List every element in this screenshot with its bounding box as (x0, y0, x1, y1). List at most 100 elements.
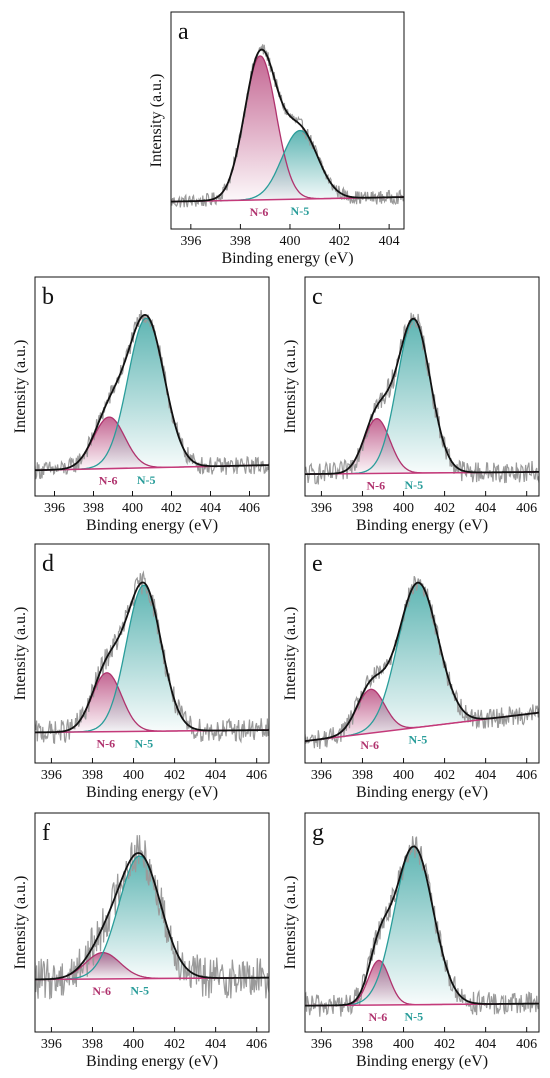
raw-spectrum-line (305, 312, 539, 485)
plot-area (305, 312, 539, 485)
panel-f: 396 398 400 402 404 406 Binding energy (eV) Int… (12, 812, 270, 1070)
envelope-fit-line (305, 845, 539, 1007)
x-tick-label: 406 (516, 768, 537, 783)
panel-letter: e (312, 551, 323, 577)
x-tick-label: 406 (239, 501, 260, 516)
x-tick-label: 398 (352, 501, 373, 516)
plot-frame (170, 11, 405, 230)
x-axis-label: Binding energy (eV) (221, 250, 353, 267)
x-tick-label: 396 (311, 1037, 332, 1052)
peak-fill-n-6 (305, 960, 539, 1006)
x-tick-label: 406 (246, 768, 267, 783)
y-axis-label: Intensity (a.u.) (12, 876, 29, 970)
x-tick-label: 404 (205, 768, 226, 783)
panel-letter: b (42, 284, 54, 310)
peak-label-n-5: N-5 (134, 736, 153, 750)
plot-area (305, 575, 539, 750)
x-tick-label: 406 (516, 1037, 537, 1052)
envelope-fit-line (171, 48, 404, 203)
x-axis-label: Binding energy (eV) (356, 784, 488, 801)
x-tick-label: 404 (475, 768, 496, 783)
x-axis-label: Binding energy (eV) (86, 517, 218, 534)
plot-frame (34, 543, 270, 764)
x-tick-label: 402 (434, 1037, 455, 1052)
peak-fill-n-5 (305, 319, 539, 475)
plot-frame (304, 276, 540, 497)
x-tick-label: 398 (352, 1037, 373, 1052)
peak-fill-n-5 (35, 856, 269, 980)
x-tick-label: 398 (352, 768, 373, 783)
peak-label-n-5: N-5 (291, 204, 310, 218)
peak-fill-n-6 (35, 672, 269, 733)
peak-label-n-5: N-5 (130, 984, 149, 998)
x-tick-label: 402 (434, 768, 455, 783)
x-tick-label: 396 (44, 501, 65, 516)
x-tick-label: 404 (379, 234, 400, 249)
x-tick-label: 400 (393, 768, 414, 783)
plot-frame (34, 812, 270, 1033)
envelope-fit-line (35, 852, 269, 981)
peak-fill-n-5 (305, 846, 539, 1006)
x-tick-label: 404 (200, 501, 221, 516)
peak-label-n-6: N-6 (366, 478, 385, 492)
panel-letter: d (42, 551, 54, 577)
envelope-fit-line (35, 581, 269, 734)
panel-c: 396 398 400 402 404 406 Binding energy (eV) Int… (282, 276, 540, 534)
peak-label-n-5: N-5 (404, 1010, 423, 1024)
peak-fill-n-5 (305, 582, 539, 742)
x-tick-label: 396 (180, 234, 201, 249)
peak-fill-n-6 (305, 418, 539, 475)
x-tick-label: 406 (516, 501, 537, 516)
x-tick-label: 404 (205, 1037, 226, 1052)
x-tick-label: 396 (311, 768, 332, 783)
peak-fill-n-5 (35, 585, 269, 733)
x-axis-label: Binding energy (eV) (86, 1053, 218, 1070)
peak-fill-n-6 (35, 417, 269, 471)
plot-area (35, 570, 269, 745)
x-axis-label: Binding energy (eV) (356, 517, 488, 534)
y-axis-label: Intensity (a.u.) (282, 340, 299, 434)
x-tick-label: 402 (434, 501, 455, 516)
peak-label-n-6: N-6 (96, 737, 115, 751)
x-tick-label: 402 (164, 1037, 185, 1052)
plot-frame (34, 276, 270, 497)
plot-area (35, 835, 269, 1000)
panel-letter: f (42, 820, 50, 846)
y-axis-label: Intensity (a.u.) (12, 607, 29, 701)
y-axis-label: Intensity (a.u.) (282, 607, 299, 701)
x-tick-label: 398 (83, 501, 104, 516)
y-axis-label: Intensity (a.u.) (148, 74, 165, 168)
peak-label-n-5: N-5 (404, 478, 423, 492)
plot-frame (304, 543, 540, 764)
x-tick-label: 400 (393, 501, 414, 516)
x-tick-label: 400 (123, 1037, 144, 1052)
x-tick-label: 402 (164, 768, 185, 783)
panel-d: 396 398 400 402 404 406 Binding energy (eV) Int… (12, 543, 270, 801)
panel-g: 396 398 400 402 404 406 Binding energy (eV) Int… (282, 812, 540, 1070)
panel-letter: c (312, 284, 323, 310)
x-tick-label: 400 (279, 234, 300, 249)
envelope-fit-line (305, 581, 539, 742)
peak-label-n-5: N-5 (137, 473, 156, 487)
panel-a: 396 398 400 402 404 Binding energy (eV) Intens… (148, 11, 405, 267)
x-axis-label: Binding energy (eV) (86, 784, 218, 801)
envelope-fit-line (35, 313, 269, 472)
peak-label-n-6: N-6 (360, 738, 379, 752)
peak-label-n-5: N-5 (409, 732, 428, 746)
x-tick-label: 402 (329, 234, 350, 249)
plot-area (35, 310, 269, 480)
y-axis-label: Intensity (a.u.) (282, 876, 299, 970)
plot-frame (304, 812, 540, 1033)
x-tick-label: 404 (475, 501, 496, 516)
x-tick-label: 398 (82, 1037, 103, 1052)
x-tick-label: 398 (82, 768, 103, 783)
plot-area (171, 44, 404, 208)
plot-area (305, 836, 539, 1017)
x-axis-label: Binding energy (eV) (356, 1053, 488, 1070)
panel-e: 396 398 400 402 404 406 Binding energy (eV) Int… (282, 543, 540, 801)
peak-label-n-6: N-6 (99, 474, 118, 488)
x-tick-label: 398 (230, 234, 251, 249)
x-tick-label: 400 (393, 1037, 414, 1052)
x-tick-label: 402 (161, 501, 182, 516)
panel-letter: g (312, 820, 324, 846)
